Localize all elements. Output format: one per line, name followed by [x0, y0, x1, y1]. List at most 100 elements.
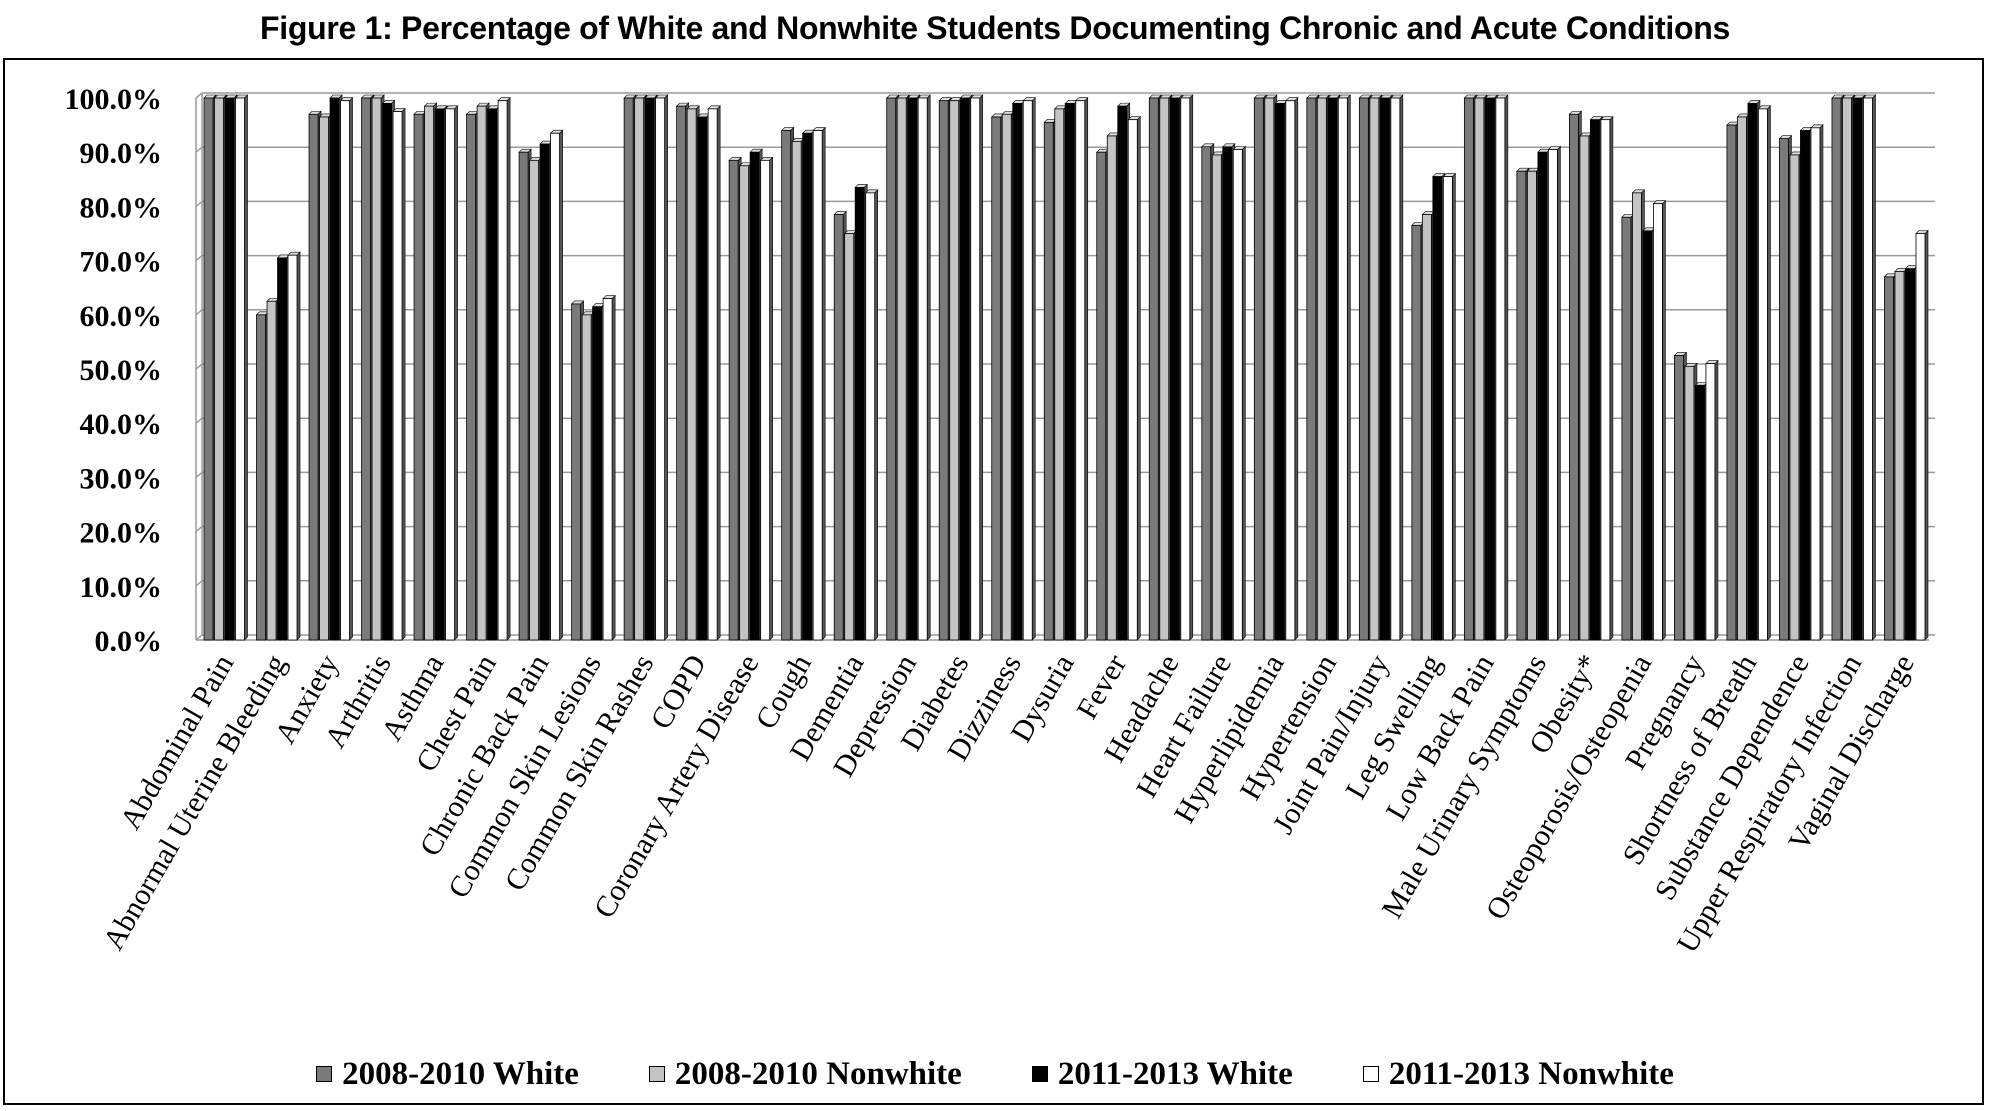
bar [1642, 230, 1653, 641]
bar [896, 97, 907, 641]
legend-label: 2008-2010 White [342, 1055, 579, 1092]
bar-side [559, 129, 563, 641]
bar [1327, 97, 1338, 641]
bar [865, 192, 876, 641]
gridline-depth [195, 471, 203, 478]
bar [812, 130, 823, 641]
bar [844, 233, 855, 641]
bar [739, 165, 750, 641]
bar [487, 108, 497, 641]
bar [497, 100, 508, 641]
bar [371, 97, 382, 641]
bar [1495, 97, 1506, 641]
bar [1484, 97, 1495, 641]
bar [1684, 365, 1695, 641]
y-tick-label: 70.0% [80, 246, 163, 279]
bar-side [769, 156, 773, 641]
bar [959, 97, 970, 641]
bar [203, 97, 214, 641]
bar [476, 105, 487, 641]
bar [1232, 149, 1243, 641]
bar [1463, 97, 1474, 641]
bar [287, 254, 298, 641]
bar [1043, 121, 1054, 641]
bar [1201, 146, 1212, 641]
bar [340, 100, 350, 641]
bar [917, 97, 928, 641]
y-tick-label: 50.0% [80, 354, 163, 387]
bar [308, 113, 319, 641]
bar [623, 97, 634, 641]
bar [392, 111, 403, 641]
bar [1264, 97, 1275, 641]
bar-side [874, 189, 878, 641]
bar [1600, 119, 1611, 641]
bar [1127, 119, 1138, 641]
bar [1884, 276, 1894, 641]
legend-label: 2011-2013 White [1057, 1055, 1293, 1092]
gridline-depth [195, 200, 203, 207]
bar [1863, 97, 1873, 641]
bar-side [1872, 94, 1876, 641]
bar [1810, 127, 1821, 641]
gridline-depth [195, 146, 203, 153]
bar [1516, 170, 1527, 641]
bar [1369, 97, 1380, 641]
legend-swatch [1031, 1066, 1048, 1082]
bar [539, 143, 550, 641]
legend-item-2011-2013-white: 2011-2013 White [1031, 1055, 1293, 1093]
bar-side [1294, 96, 1299, 641]
gridline-depth [195, 363, 203, 370]
bar [1537, 151, 1548, 641]
y-tick-label: 90.0% [80, 137, 163, 170]
bar-side [1819, 124, 1824, 641]
bar [760, 159, 771, 641]
y-tick-label: 0.0% [95, 625, 163, 658]
bar [749, 151, 760, 641]
bar [550, 132, 560, 641]
bar [1915, 233, 1926, 641]
bar [329, 97, 340, 641]
bar [1421, 214, 1432, 641]
bar [592, 306, 603, 641]
bar [382, 103, 392, 641]
bar [1705, 363, 1716, 641]
bar [1621, 216, 1632, 641]
bars [203, 94, 1929, 641]
bar [655, 97, 666, 641]
bar [256, 314, 266, 641]
bar [728, 159, 739, 641]
bar [445, 108, 455, 641]
bar [1148, 97, 1159, 641]
bar-side [1136, 115, 1141, 641]
bar [1274, 103, 1285, 641]
bar [1579, 135, 1590, 641]
y-tick-label: 10.0% [80, 571, 163, 604]
legend-item-2008-2010-white: 2008-2010 White [316, 1056, 579, 1093]
bar [1653, 203, 1663, 641]
bar [1726, 124, 1737, 641]
bar-side [821, 126, 826, 641]
bar [1117, 105, 1128, 641]
bar-side [1557, 145, 1561, 641]
legend-item-2008-2010-nonwhite: 2008-2010 Nonwhite [648, 1056, 962, 1093]
bar [1012, 103, 1023, 641]
bar [224, 97, 235, 641]
y-tick-label: 40.0% [80, 408, 163, 441]
y-axis-tick-labels: 0.0% 10.0% 20.0% 30.0% 40.0% 50.0% 60.0% 70.0% 8… [65, 83, 163, 658]
bar [413, 113, 424, 641]
bar-side [1609, 115, 1614, 641]
gridline-depth [195, 255, 203, 262]
bar-side [664, 94, 668, 641]
bar-side [1714, 359, 1719, 641]
gridline-depth [195, 417, 203, 424]
gridline-depth [195, 309, 203, 316]
bar [571, 303, 582, 641]
bar-side [1189, 94, 1194, 641]
bar [277, 257, 287, 641]
bar [1316, 97, 1327, 641]
chart-title: Figure 1: Percentage of White and Nonwhi… [260, 10, 1730, 46]
bar-side [716, 105, 721, 641]
bar-side [1924, 229, 1929, 641]
